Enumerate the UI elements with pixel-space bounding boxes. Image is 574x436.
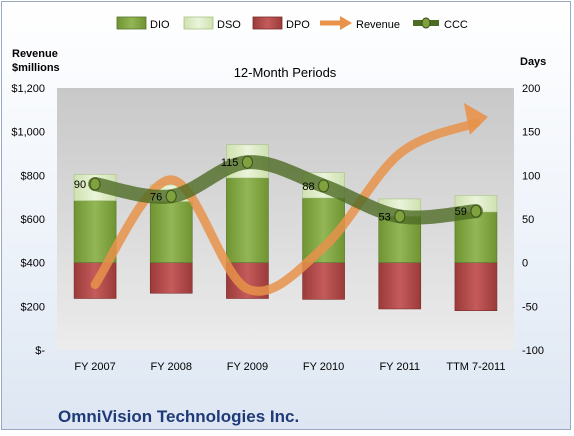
legend-label-dso: DSO: [217, 19, 241, 31]
dpo-bar: [149, 262, 193, 294]
ccc-data-label: 53: [379, 211, 391, 223]
category-label: FY 2007: [74, 361, 115, 373]
chart-title: 12-Month Periods: [234, 65, 337, 80]
left-tick-label: $200: [21, 301, 45, 313]
right-axis-ticks: -100 -50 0 50 100 150 200: [522, 83, 544, 357]
right-tick-label: 100: [522, 170, 540, 182]
ccc-point: [89, 177, 101, 191]
left-tick-label: $-: [35, 345, 45, 357]
company-name: OmniVision Technologies Inc.: [58, 407, 299, 426]
left-axis-label-line-2: $millions: [12, 62, 60, 74]
right-tick-label: 150: [522, 127, 540, 139]
legend: DIO DSO DPO Revenue CCC: [116, 16, 468, 31]
dpo-bar: [378, 262, 422, 310]
dio-bar: [454, 211, 498, 263]
dio-bar: [226, 177, 269, 263]
lines: 90 76 115 88 53 59: [74, 102, 488, 296]
right-tick-label: 0: [522, 258, 528, 270]
left-tick-label: $800: [21, 170, 45, 182]
right-tick-label: -100: [522, 345, 544, 357]
ccc-point: [241, 155, 253, 169]
legend-arrow-icon: [340, 16, 352, 30]
dpo-bar: [302, 262, 345, 300]
legend-label-ccc: CCC: [444, 19, 468, 31]
revenue-arrowhead: [463, 102, 488, 135]
category-label: FY 2008: [151, 361, 192, 373]
left-tick-label: $1,000: [11, 127, 45, 139]
legend-label-revenue: Revenue: [356, 19, 400, 31]
right-tick-label: -50: [522, 301, 538, 313]
ccc-point: [318, 179, 330, 193]
legend-marker-icon: [421, 17, 431, 29]
left-axis-ticks: $- $200 $400 $600 $800 $1,000 $1,200: [11, 83, 45, 357]
ccc-data-label: 90: [74, 179, 86, 191]
dio-bar: [378, 216, 422, 263]
legend-swatch-dso: [183, 16, 214, 30]
ccc-data-label: 88: [302, 181, 314, 193]
ccc-data-label: 115: [221, 157, 239, 169]
dpo-bar: [454, 262, 498, 311]
category-label: TTM 7-2011: [446, 361, 505, 373]
category-label: FY 2011: [379, 361, 420, 373]
category-labels: FY 2007 FY 2008 FY 2009 FY 2010 FY 2011 TTM 7…: [74, 361, 505, 373]
revenue-line: [90, 118, 481, 296]
legend-label-dpo: DPO: [286, 19, 310, 31]
left-tick-label: $400: [21, 258, 45, 270]
right-tick-label: 50: [522, 214, 534, 226]
right-tick-label: 200: [522, 83, 540, 95]
category-label: FY 2010: [303, 361, 344, 373]
category-label: FY 2009: [227, 361, 268, 373]
legend-label-dio: DIO: [150, 19, 170, 31]
left-tick-label: $1,200: [11, 83, 45, 95]
legend-swatch-dio: [116, 16, 147, 30]
dio-bar: [149, 201, 193, 263]
left-axis-label-line-1: Revenue: [12, 48, 58, 60]
ccc-point: [470, 204, 482, 218]
ccc-data-label: 59: [455, 206, 467, 218]
ccc-point: [394, 209, 406, 223]
left-tick-label: $600: [21, 214, 45, 226]
ccc-data-label: 76: [150, 191, 162, 203]
legend-swatch-dpo: [252, 16, 283, 30]
chart-frame: DIO DSO DPO Revenue CCC Revenue $millions Da…: [1, 1, 571, 430]
chart: DIO DSO DPO Revenue CCC Revenue $millions Da…: [11, 16, 546, 426]
right-axis-label: Days: [520, 56, 546, 68]
ccc-point: [165, 189, 177, 203]
